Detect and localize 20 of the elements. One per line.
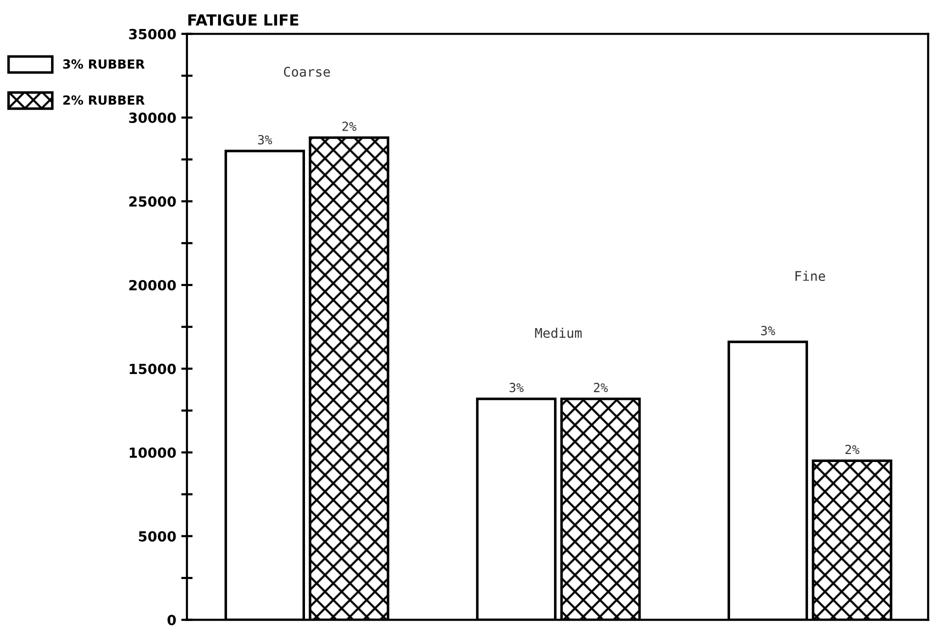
- legend-label: 2% RUBBER: [63, 95, 145, 105]
- x-tick-label: Coarse: [284, 66, 330, 77]
- y-tick-label: 20000: [129, 280, 176, 290]
- y-tick-label: 35000: [129, 28, 176, 40]
- annotation: 2%: [594, 382, 608, 392]
- x-tick-label: Fine: [796, 270, 826, 281]
- y-tick-label: 10000: [130, 447, 176, 458]
- annotation: 2%: [342, 122, 356, 131]
- annotation: 3%: [258, 135, 272, 144]
- y-tick-label: 0: [168, 614, 176, 626]
- x-tick-label: Medium: [535, 328, 582, 338]
- chart-title: FATIGUE LIFE: [188, 14, 298, 26]
- y-tick-label: 15000: [130, 364, 176, 374]
- legend-label: 3% RUBBER: [63, 59, 145, 69]
- annotation: 3%: [761, 326, 776, 336]
- annotation: 2%: [845, 444, 860, 454]
- annotation: 3%: [510, 382, 524, 392]
- y-tick-label: 30000: [129, 112, 176, 124]
- y-tick-label: 5000: [138, 531, 176, 542]
- y-tick-label: 25000: [129, 196, 176, 207]
